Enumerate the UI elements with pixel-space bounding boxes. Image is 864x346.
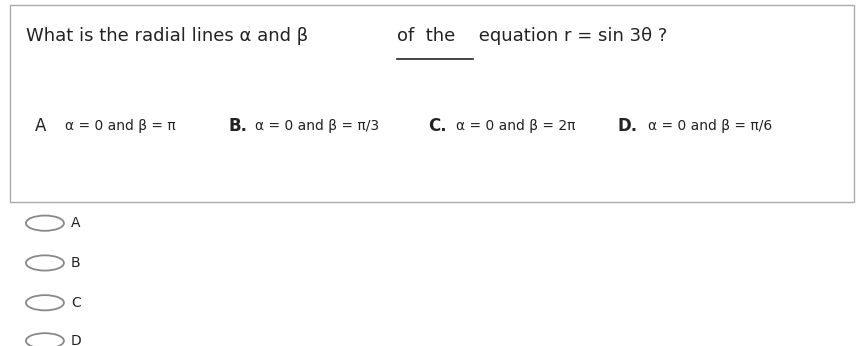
Text: A: A	[35, 117, 46, 135]
Circle shape	[26, 333, 64, 346]
Text: What is the radial lines α and β: What is the radial lines α and β	[26, 27, 314, 45]
Text: C: C	[71, 296, 80, 310]
Text: α = 0 and β = π/6: α = 0 and β = π/6	[648, 119, 772, 133]
Text: D: D	[71, 334, 81, 346]
Text: D.: D.	[618, 117, 638, 135]
Circle shape	[26, 216, 64, 231]
Text: B.: B.	[229, 117, 248, 135]
Text: α = 0 and β = π: α = 0 and β = π	[65, 119, 175, 133]
Text: equation r = sin 3θ ?: equation r = sin 3θ ?	[473, 27, 667, 45]
Text: C.: C.	[428, 117, 447, 135]
FancyBboxPatch shape	[10, 5, 854, 202]
Text: B: B	[71, 256, 80, 270]
Circle shape	[26, 255, 64, 271]
Text: α = 0 and β = 2π: α = 0 and β = 2π	[456, 119, 575, 133]
Text: of  the: of the	[397, 27, 455, 45]
Text: A: A	[71, 216, 80, 230]
Text: α = 0 and β = π/3: α = 0 and β = π/3	[255, 119, 379, 133]
Circle shape	[26, 295, 64, 310]
